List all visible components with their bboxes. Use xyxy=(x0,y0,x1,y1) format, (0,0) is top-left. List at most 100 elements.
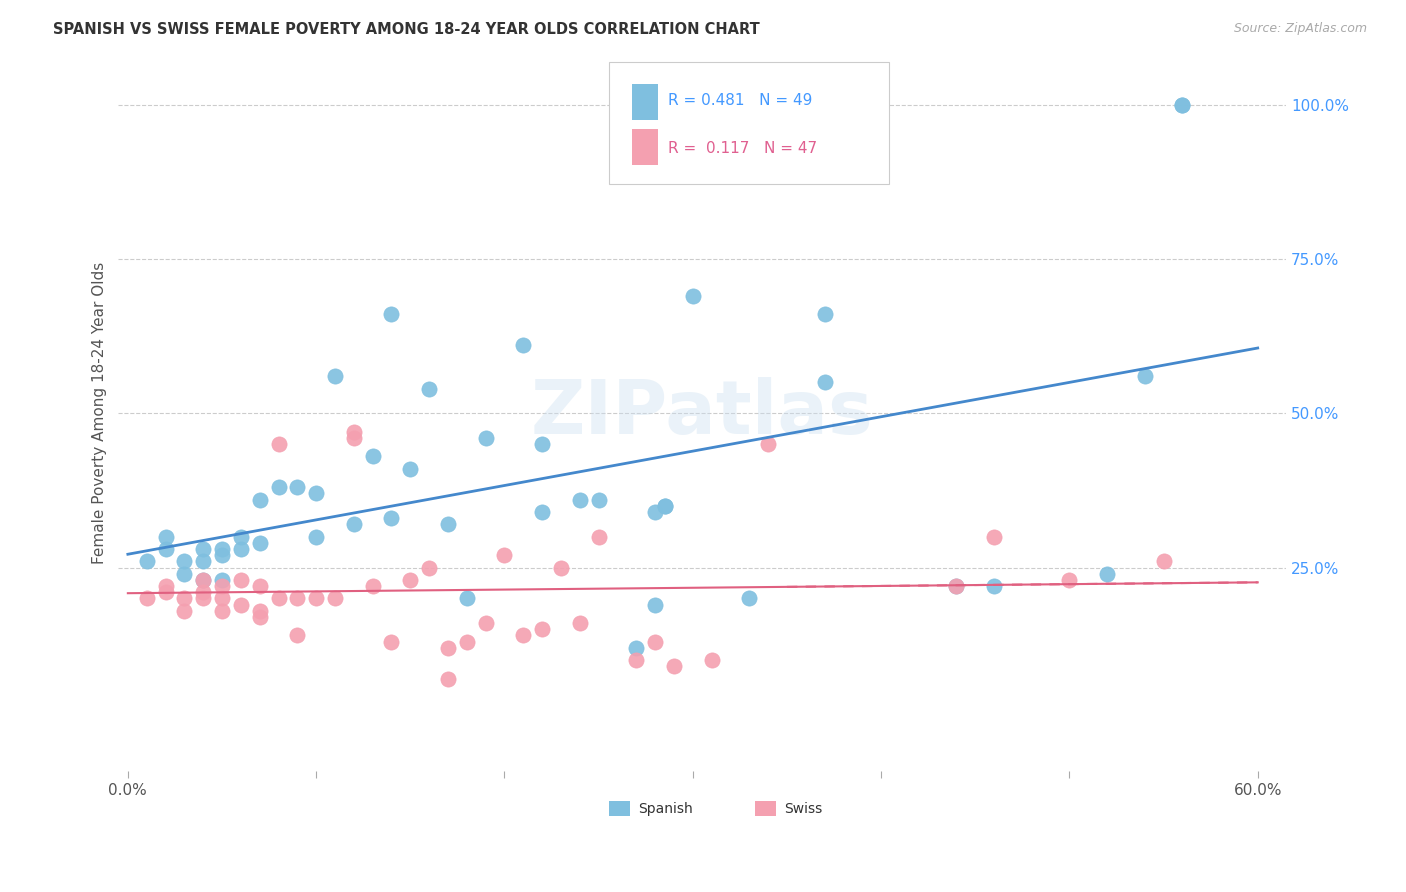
Point xyxy=(1153,554,1175,568)
Point xyxy=(644,505,666,519)
Point xyxy=(173,604,195,618)
Point xyxy=(456,634,478,648)
Point xyxy=(211,548,233,562)
Point xyxy=(285,591,308,606)
Point xyxy=(626,653,648,667)
Text: Swiss: Swiss xyxy=(785,802,823,815)
Point xyxy=(193,542,215,557)
Point xyxy=(229,598,252,612)
Text: ZIPatlas: ZIPatlas xyxy=(531,376,873,450)
Point xyxy=(474,431,496,445)
Point xyxy=(380,511,402,525)
Point xyxy=(211,591,233,606)
Point xyxy=(654,499,676,513)
Point xyxy=(229,573,252,587)
Point xyxy=(738,591,761,606)
Point xyxy=(983,579,1005,593)
Point xyxy=(399,462,422,476)
Text: R = 0.481   N = 49: R = 0.481 N = 49 xyxy=(668,93,813,108)
Point xyxy=(1171,97,1194,112)
Text: Spanish: Spanish xyxy=(638,802,693,815)
Point xyxy=(173,566,195,581)
Y-axis label: Female Poverty Among 18-24 Year Olds: Female Poverty Among 18-24 Year Olds xyxy=(93,262,107,565)
Point xyxy=(211,573,233,587)
Point xyxy=(173,554,195,568)
Point xyxy=(1059,573,1081,587)
Point xyxy=(305,530,328,544)
Point xyxy=(267,480,290,494)
Point xyxy=(626,640,648,655)
Point xyxy=(531,622,554,636)
Point xyxy=(229,542,252,557)
Text: R =  0.117   N = 47: R = 0.117 N = 47 xyxy=(668,141,817,156)
Point xyxy=(756,437,779,451)
Point xyxy=(568,616,591,631)
Point xyxy=(305,591,328,606)
Point xyxy=(323,369,346,384)
Point xyxy=(361,450,384,464)
Point xyxy=(644,598,666,612)
Bar xyxy=(609,801,630,816)
Point xyxy=(211,604,233,618)
Text: Source: ZipAtlas.com: Source: ZipAtlas.com xyxy=(1233,22,1367,36)
Point xyxy=(588,492,610,507)
Point xyxy=(588,530,610,544)
FancyBboxPatch shape xyxy=(609,62,889,184)
Point xyxy=(193,591,215,606)
Point xyxy=(418,382,440,396)
Point xyxy=(305,486,328,500)
Point xyxy=(700,653,723,667)
Point xyxy=(135,591,157,606)
Point xyxy=(456,591,478,606)
Point xyxy=(418,560,440,574)
Point xyxy=(380,308,402,322)
Point xyxy=(211,542,233,557)
Bar xyxy=(633,129,658,165)
Point xyxy=(682,289,704,303)
Point xyxy=(1133,369,1156,384)
Point xyxy=(267,437,290,451)
Point xyxy=(193,573,215,587)
Point xyxy=(813,308,835,322)
Point xyxy=(531,505,554,519)
Point xyxy=(380,634,402,648)
Point xyxy=(229,530,252,544)
Point xyxy=(155,585,177,599)
Point xyxy=(343,517,366,532)
Bar xyxy=(633,84,658,120)
Point xyxy=(361,579,384,593)
Point xyxy=(568,492,591,507)
Point xyxy=(193,585,215,599)
Point xyxy=(945,579,967,593)
Point xyxy=(945,579,967,593)
Point xyxy=(437,517,460,532)
Point xyxy=(654,499,676,513)
Point xyxy=(285,480,308,494)
Point xyxy=(644,634,666,648)
Point xyxy=(285,628,308,642)
Point xyxy=(155,530,177,544)
Point xyxy=(531,437,554,451)
Point xyxy=(512,338,534,352)
Point xyxy=(135,554,157,568)
Point xyxy=(193,573,215,587)
Point xyxy=(249,604,271,618)
Bar xyxy=(755,801,776,816)
Point xyxy=(155,579,177,593)
Point xyxy=(249,610,271,624)
Point xyxy=(343,425,366,439)
Point xyxy=(1171,97,1194,112)
Text: SPANISH VS SWISS FEMALE POVERTY AMONG 18-24 YEAR OLDS CORRELATION CHART: SPANISH VS SWISS FEMALE POVERTY AMONG 18… xyxy=(53,22,761,37)
Point xyxy=(512,628,534,642)
Point xyxy=(193,554,215,568)
Point xyxy=(267,591,290,606)
Point xyxy=(249,579,271,593)
Point xyxy=(437,640,460,655)
Point xyxy=(474,616,496,631)
Point xyxy=(323,591,346,606)
Point xyxy=(494,548,516,562)
Point xyxy=(662,659,685,673)
Point xyxy=(249,492,271,507)
Point xyxy=(813,376,835,390)
Point xyxy=(1095,566,1118,581)
